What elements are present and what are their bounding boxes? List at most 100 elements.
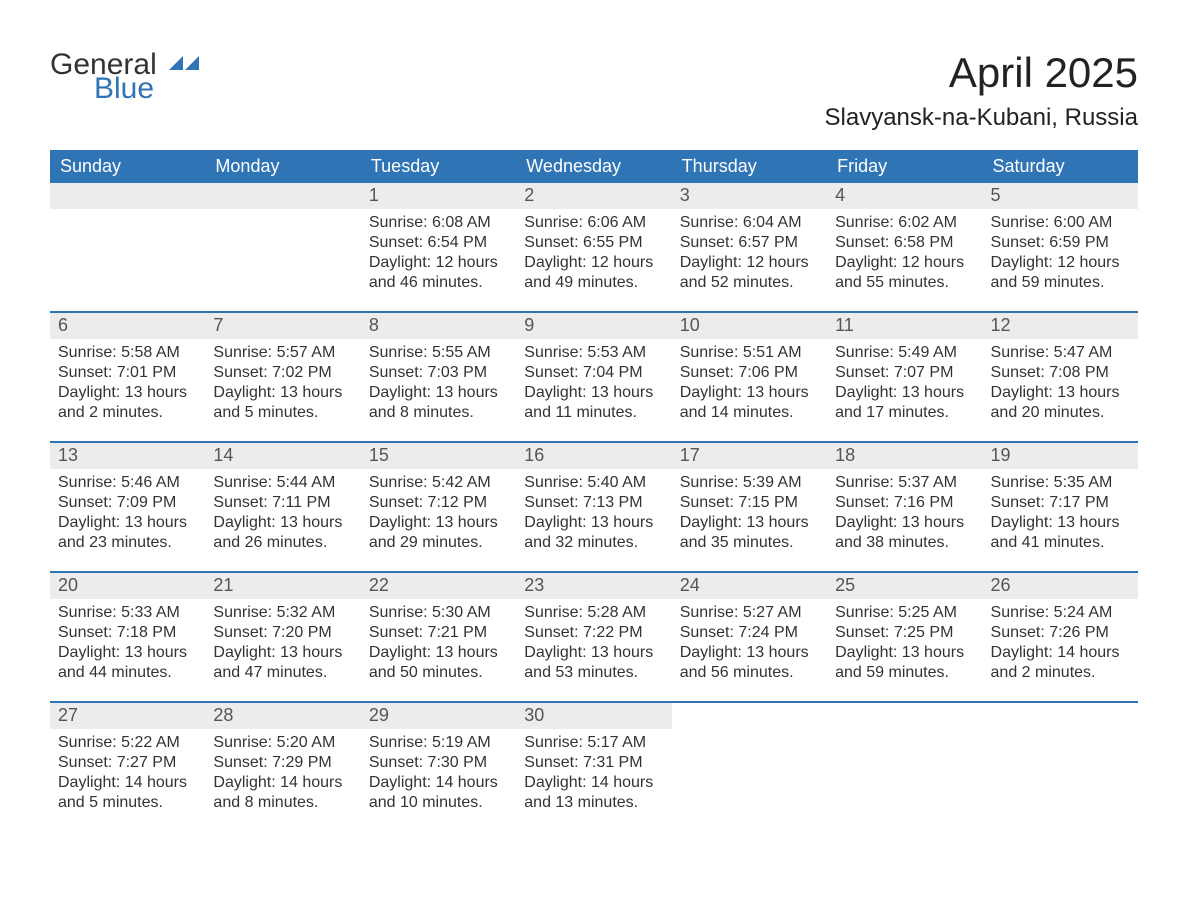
day-content: Sunrise: 6:04 AMSunset: 6:57 PMDaylight:… — [672, 209, 827, 301]
day-cell: 30Sunrise: 5:17 AMSunset: 7:31 PMDayligh… — [516, 702, 671, 831]
day-number: 17 — [672, 443, 827, 469]
sunrise-line: Sunrise: 5:35 AM — [991, 473, 1130, 493]
day-number: 6 — [50, 313, 205, 339]
day-content: Sunrise: 6:08 AMSunset: 6:54 PMDaylight:… — [361, 209, 516, 301]
daylight-line-1: Daylight: 13 hours — [835, 643, 974, 663]
calendar-page: General Blue April 2025 Slavyansk-na-Kub… — [0, 0, 1188, 918]
day-number: 8 — [361, 313, 516, 339]
daylight-line-1: Daylight: 12 hours — [991, 253, 1130, 273]
daylight-line-2: and 32 minutes. — [524, 533, 663, 553]
logo: General Blue — [50, 50, 199, 104]
weekday-header: Sunday — [50, 150, 205, 183]
day-content: Sunrise: 5:30 AMSunset: 7:21 PMDaylight:… — [361, 599, 516, 691]
sunrise-line: Sunrise: 5:25 AM — [835, 603, 974, 623]
sunset-line: Sunset: 7:18 PM — [58, 623, 197, 643]
sunset-line: Sunset: 7:07 PM — [835, 363, 974, 383]
sunrise-line: Sunrise: 5:28 AM — [524, 603, 663, 623]
day-number: 2 — [516, 183, 671, 209]
day-number: 1 — [361, 183, 516, 209]
sunset-line: Sunset: 7:31 PM — [524, 753, 663, 773]
day-number — [50, 183, 205, 209]
day-cell: 1Sunrise: 6:08 AMSunset: 6:54 PMDaylight… — [361, 183, 516, 312]
day-cell: 6Sunrise: 5:58 AMSunset: 7:01 PMDaylight… — [50, 312, 205, 442]
daylight-line-1: Daylight: 13 hours — [991, 513, 1130, 533]
week-row: 1Sunrise: 6:08 AMSunset: 6:54 PMDaylight… — [50, 183, 1138, 312]
daylight-line-2: and 13 minutes. — [524, 793, 663, 813]
weekday-header: Tuesday — [361, 150, 516, 183]
daylight-line-1: Daylight: 13 hours — [213, 383, 352, 403]
day-content: Sunrise: 6:06 AMSunset: 6:55 PMDaylight:… — [516, 209, 671, 301]
day-cell: 26Sunrise: 5:24 AMSunset: 7:26 PMDayligh… — [983, 572, 1138, 702]
daylight-line-2: and 10 minutes. — [369, 793, 508, 813]
day-content: Sunrise: 5:47 AMSunset: 7:08 PMDaylight:… — [983, 339, 1138, 431]
daylight-line-1: Daylight: 14 hours — [991, 643, 1130, 663]
day-cell: 10Sunrise: 5:51 AMSunset: 7:06 PMDayligh… — [672, 312, 827, 442]
day-number: 27 — [50, 703, 205, 729]
sunrise-line: Sunrise: 6:00 AM — [991, 213, 1130, 233]
sunrise-line: Sunrise: 5:58 AM — [58, 343, 197, 363]
day-number: 28 — [205, 703, 360, 729]
day-cell: 11Sunrise: 5:49 AMSunset: 7:07 PMDayligh… — [827, 312, 982, 442]
day-number: 15 — [361, 443, 516, 469]
sunrise-line: Sunrise: 6:02 AM — [835, 213, 974, 233]
day-cell: 7Sunrise: 5:57 AMSunset: 7:02 PMDaylight… — [205, 312, 360, 442]
day-number: 20 — [50, 573, 205, 599]
day-number: 23 — [516, 573, 671, 599]
daylight-line-1: Daylight: 14 hours — [213, 773, 352, 793]
day-content: Sunrise: 5:27 AMSunset: 7:24 PMDaylight:… — [672, 599, 827, 691]
sunset-line: Sunset: 6:54 PM — [369, 233, 508, 253]
sunset-line: Sunset: 7:16 PM — [835, 493, 974, 513]
weekday-header: Monday — [205, 150, 360, 183]
location-label: Slavyansk-na-Kubani, Russia — [825, 104, 1139, 132]
day-number — [205, 183, 360, 209]
daylight-line-1: Daylight: 12 hours — [835, 253, 974, 273]
day-number: 11 — [827, 313, 982, 339]
daylight-line-2: and 2 minutes. — [58, 403, 197, 423]
day-content: Sunrise: 5:49 AMSunset: 7:07 PMDaylight:… — [827, 339, 982, 431]
daylight-line-2: and 5 minutes. — [58, 793, 197, 813]
sunrise-line: Sunrise: 5:53 AM — [524, 343, 663, 363]
daylight-line-1: Daylight: 13 hours — [369, 513, 508, 533]
sunset-line: Sunset: 7:30 PM — [369, 753, 508, 773]
sunset-line: Sunset: 7:03 PM — [369, 363, 508, 383]
sunrise-line: Sunrise: 5:33 AM — [58, 603, 197, 623]
daylight-line-1: Daylight: 13 hours — [524, 513, 663, 533]
daylight-line-1: Daylight: 13 hours — [680, 513, 819, 533]
sunset-line: Sunset: 6:59 PM — [991, 233, 1130, 253]
sunrise-line: Sunrise: 5:17 AM — [524, 733, 663, 753]
sunset-line: Sunset: 7:26 PM — [991, 623, 1130, 643]
sunrise-line: Sunrise: 6:08 AM — [369, 213, 508, 233]
sunset-line: Sunset: 6:55 PM — [524, 233, 663, 253]
day-content: Sunrise: 5:32 AMSunset: 7:20 PMDaylight:… — [205, 599, 360, 691]
day-number: 24 — [672, 573, 827, 599]
day-number: 10 — [672, 313, 827, 339]
daylight-line-2: and 29 minutes. — [369, 533, 508, 553]
day-cell: 9Sunrise: 5:53 AMSunset: 7:04 PMDaylight… — [516, 312, 671, 442]
day-content: Sunrise: 5:44 AMSunset: 7:11 PMDaylight:… — [205, 469, 360, 561]
week-row: 20 Sunrise: 5:33 AMSunset: 7:18 PM Dayligh… — [50, 572, 1138, 702]
day-content: Sunrise: 5:37 AMSunset: 7:16 PMDaylight:… — [827, 469, 982, 561]
day-cell: 21Sunrise: 5:32 AMSunset: 7:20 PMDayligh… — [205, 572, 360, 702]
page-header: General Blue April 2025 Slavyansk-na-Kub… — [50, 50, 1138, 132]
sunset-line: Sunset: 7:08 PM — [991, 363, 1130, 383]
day-cell: 19Sunrise: 5:35 AMSunset: 7:17 PMDayligh… — [983, 442, 1138, 572]
daylight-line-1: Daylight: 12 hours — [524, 253, 663, 273]
day-cell: 3Sunrise: 6:04 AMSunset: 6:57 PMDaylight… — [672, 183, 827, 312]
daylight-line-2: and 49 minutes. — [524, 273, 663, 293]
day-cell: 20Sunrise: 5:33 AMSunset: 7:18 PMDayligh… — [50, 572, 205, 702]
day-number: 22 — [361, 573, 516, 599]
sunset-line: Sunset: 7:20 PM — [213, 623, 352, 643]
sunrise-line: Sunrise: 5:44 AM — [213, 473, 352, 493]
day-cell: 15Sunrise: 5:42 AMSunset: 7:12 PMDayligh… — [361, 442, 516, 572]
sunset-line: Sunset: 6:57 PM — [680, 233, 819, 253]
calendar-table: Sunday Monday Tuesday Wednesday Thursday… — [50, 150, 1138, 831]
daylight-line-2: and 59 minutes. — [991, 273, 1130, 293]
daylight-line-2: and 56 minutes. — [680, 663, 819, 683]
day-number: 30 — [516, 703, 671, 729]
daylight-line-1: Daylight: 13 hours — [524, 643, 663, 663]
day-content: Sunrise: 5:53 AMSunset: 7:04 PMDaylight:… — [516, 339, 671, 431]
daylight-line-2: and 2 minutes. — [991, 663, 1130, 683]
weekday-header: Wednesday — [516, 150, 671, 183]
day-cell: 22Sunrise: 5:30 AMSunset: 7:21 PMDayligh… — [361, 572, 516, 702]
day-number: 14 — [205, 443, 360, 469]
